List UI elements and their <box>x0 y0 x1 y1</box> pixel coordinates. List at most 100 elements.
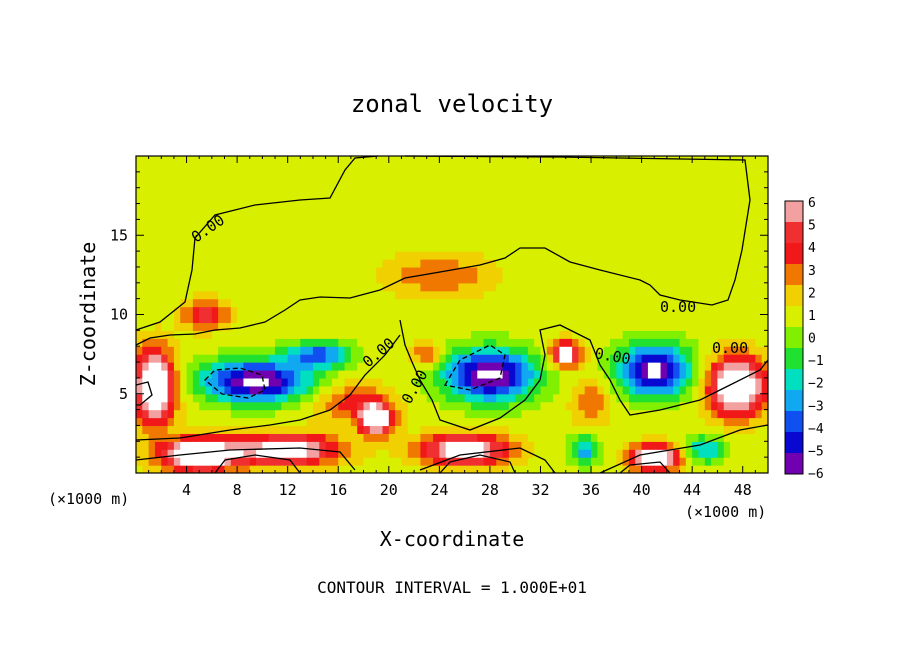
field-cell <box>698 203 706 213</box>
field-cell <box>736 227 744 236</box>
field-cell <box>331 156 339 165</box>
field-cell <box>591 393 598 403</box>
field-cell <box>521 187 529 197</box>
field-cell <box>673 417 681 427</box>
field-cell <box>161 243 169 252</box>
field-cell <box>742 457 750 466</box>
field-cell <box>148 298 156 308</box>
field-cell <box>363 290 371 300</box>
field-cell <box>628 274 636 284</box>
field-cell <box>211 156 219 165</box>
field-cell <box>628 259 636 268</box>
field-cell <box>192 354 200 363</box>
field-cell <box>458 259 466 268</box>
field-cell <box>287 171 295 181</box>
field-cell <box>230 219 238 228</box>
field-cell <box>673 219 681 228</box>
field-cell <box>275 369 282 379</box>
field-cell <box>616 227 624 236</box>
field-cell <box>521 227 529 236</box>
field-cell <box>723 227 731 236</box>
field-cell <box>755 282 763 292</box>
field-cell <box>275 266 282 276</box>
field-cell <box>154 259 162 268</box>
field-cell <box>407 417 415 427</box>
field-cell <box>483 369 491 379</box>
field-cell <box>496 409 504 419</box>
field-cell <box>521 322 529 331</box>
field-cell <box>452 417 459 427</box>
field-cell <box>395 282 403 292</box>
field-cell <box>597 433 605 442</box>
field-cell <box>628 251 636 260</box>
field-cell <box>628 385 636 395</box>
field-cell <box>300 362 308 371</box>
field-cell <box>256 377 263 387</box>
field-cell <box>363 409 371 419</box>
field-cell <box>527 171 535 181</box>
field-cell <box>268 377 276 387</box>
field-cell <box>553 163 561 173</box>
field-cell <box>515 298 523 308</box>
field-cell <box>237 425 245 434</box>
field-cell <box>641 219 649 228</box>
field-cell <box>578 163 586 173</box>
field-cell <box>470 322 478 331</box>
field-cell <box>338 195 346 205</box>
field-cell <box>654 235 662 244</box>
field-cell <box>540 195 548 205</box>
field-cell <box>294 330 301 339</box>
field-cell <box>584 346 592 355</box>
field-cell <box>515 314 523 324</box>
field-cell <box>483 409 491 419</box>
field-cell <box>218 219 226 228</box>
field-cell <box>464 346 472 355</box>
field-cell <box>154 219 162 228</box>
field-cell <box>338 266 346 276</box>
field-cell <box>692 346 700 355</box>
field-cell <box>610 187 617 197</box>
field-cell <box>458 282 466 292</box>
field-cell <box>173 465 181 473</box>
field-cell <box>199 346 207 355</box>
field-cell <box>717 314 725 324</box>
field-cell <box>312 322 320 331</box>
field-cell <box>420 354 428 363</box>
field-cell <box>483 195 491 205</box>
field-cell <box>262 346 270 355</box>
field-cell <box>205 346 213 355</box>
field-cell <box>628 433 636 442</box>
field-cell <box>148 425 156 434</box>
field-cell <box>319 227 327 236</box>
field-cell <box>673 441 681 450</box>
field-cell <box>470 298 478 308</box>
field-cell <box>527 346 535 355</box>
field-cell <box>660 457 668 466</box>
field-cell <box>401 385 409 395</box>
field-cell <box>736 314 744 324</box>
field-cell <box>275 314 282 324</box>
field-cell <box>711 219 719 228</box>
field-cell <box>546 377 554 387</box>
zero-contour-low <box>135 334 401 441</box>
field-cell <box>433 171 440 181</box>
field-cell <box>173 417 181 427</box>
field-cell <box>395 251 403 260</box>
field-cell <box>685 235 693 244</box>
field-cell <box>319 195 327 205</box>
field-cell <box>401 203 409 213</box>
field-cell <box>673 433 681 442</box>
field-cell <box>685 274 693 284</box>
field-cell <box>717 266 725 276</box>
field-cell <box>294 385 301 395</box>
field-cell <box>338 274 346 284</box>
field-cell <box>698 409 706 419</box>
field-cell <box>275 179 282 189</box>
field-cell <box>395 330 403 339</box>
field-cell <box>584 417 592 427</box>
field-cell <box>376 219 384 228</box>
field-cell <box>559 235 567 244</box>
field-cell <box>338 346 346 355</box>
field-cell <box>211 322 219 331</box>
field-cell <box>306 251 314 260</box>
